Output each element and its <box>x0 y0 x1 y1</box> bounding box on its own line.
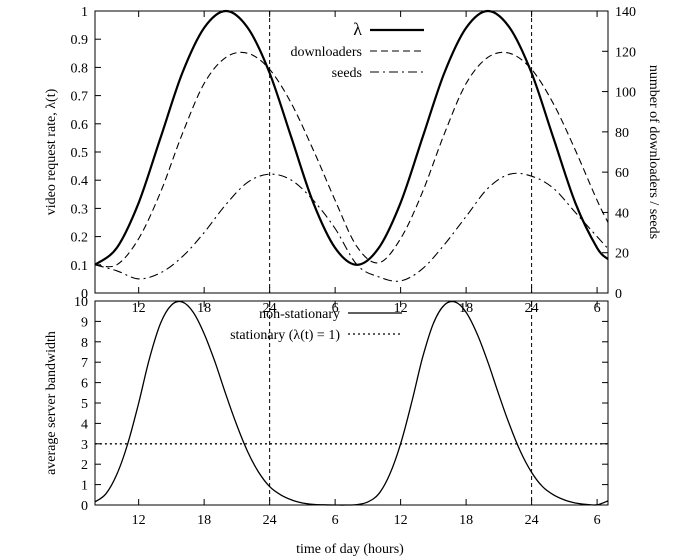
plot-frame <box>94 300 609 506</box>
x-tick-label: 12 <box>132 513 146 528</box>
y-tick-label: 0 <box>81 499 88 514</box>
y-tick-label: 0.6 <box>71 118 89 133</box>
y-tick-label: 0 <box>81 287 88 302</box>
x-tick-label: 6 <box>594 301 601 316</box>
y-tick-label: 6 <box>81 377 88 392</box>
legend-label-stationary: stationary (λ(t) = 1) <box>230 328 340 343</box>
y-tick-label: 5 <box>81 397 88 412</box>
y2-tick-label: 60 <box>615 166 629 181</box>
x-tick-label: 6 <box>594 513 601 528</box>
series-line-seeds <box>95 172 608 282</box>
y2-tick-label: 20 <box>615 247 629 262</box>
y2-tick-label: 140 <box>615 5 636 20</box>
y-tick-label: 0.4 <box>71 174 89 189</box>
y-tick-label: 10 <box>74 295 88 310</box>
x-tick-label: 6 <box>332 301 339 316</box>
y-tick-label: 4 <box>81 417 88 432</box>
legend-label-downloaders: downloaders <box>290 45 362 60</box>
y-tick-label: 1 <box>81 5 88 20</box>
y-tick-label: 7 <box>81 356 88 371</box>
legend-label-seeds: seeds <box>332 66 362 81</box>
y2-tick-label: 80 <box>615 126 629 141</box>
y-tick-label: 0.7 <box>71 90 89 105</box>
y-tick-label: 0.1 <box>71 259 89 274</box>
y-tick-label: 2 <box>81 458 88 473</box>
x-tick-label: 18 <box>197 513 211 528</box>
x-axis-label: time of day (hours) <box>296 542 404 557</box>
y-tick-label: 0.8 <box>71 61 89 76</box>
y-tick-label: 3 <box>81 438 88 453</box>
y2-tick-label: 0 <box>615 287 622 302</box>
x-tick-label: 18 <box>459 513 473 528</box>
y2-tick-label: 120 <box>615 45 636 60</box>
y2-tick-label: 100 <box>615 86 636 101</box>
x-tick-label: 6 <box>332 513 339 528</box>
y2-tick-label: 40 <box>615 206 629 221</box>
x-tick-label: 12 <box>394 301 408 316</box>
y-axis-label: video request rate, λ(t) <box>44 88 59 215</box>
x-tick-label: 24 <box>263 513 277 528</box>
x-tick-label: 24 <box>525 513 539 528</box>
y-tick-label: 8 <box>81 336 88 351</box>
y-tick-label: 1 <box>81 479 88 494</box>
series-line-non-stationary <box>95 300 608 506</box>
x-tick-label: 18 <box>197 301 211 316</box>
y-tick-label: 0.3 <box>71 202 89 217</box>
y-tick-label: 0.5 <box>71 146 89 161</box>
y-axis-label: average server bandwidth <box>44 331 59 475</box>
x-tick-label: 12 <box>132 301 146 316</box>
series-line-downloaders <box>95 51 608 268</box>
y-tick-label: 9 <box>81 315 88 330</box>
top-chart: 12 18 24 6 12 18 24 600.10.20.30.40.50.60.70.80… <box>44 5 661 316</box>
y-tick-label: 0.9 <box>71 33 89 48</box>
legend-label-non-stationary: non-stationary <box>259 307 340 322</box>
y2-axis-label: number of downloaders / seeds <box>646 65 661 239</box>
x-tick-label: 18 <box>459 301 473 316</box>
x-tick-label: 12 <box>394 513 408 528</box>
y-tick-label: 0.2 <box>71 231 89 246</box>
legend-label-lambda: λ <box>353 19 362 39</box>
